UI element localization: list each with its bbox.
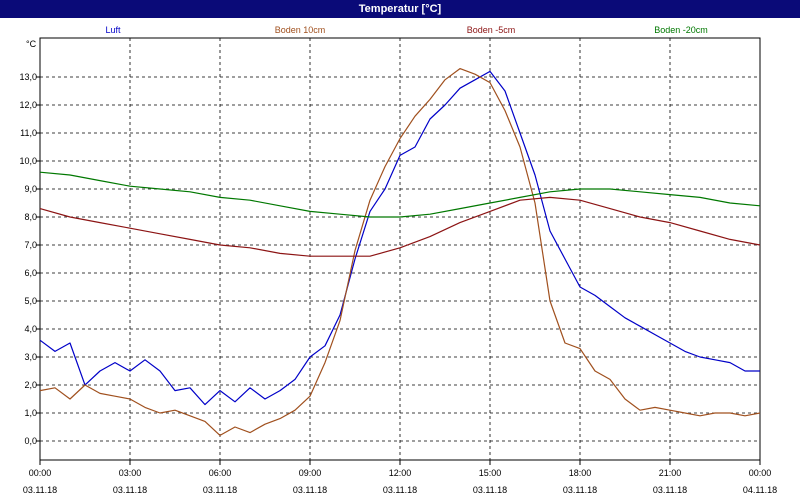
y-tick-label: 3,0 [24,352,37,362]
y-tick-label: 8,0 [24,212,37,222]
x-tick-date: 03.11.18 [23,485,57,495]
series-line [39,68,761,436]
x-tick-time: 00:00 [749,468,772,478]
x-tick-time: 18:00 [569,468,592,478]
x-tick-time: 12:00 [389,468,412,478]
x-tick-date: 04.11.18 [743,485,777,495]
series-line [39,171,761,218]
y-tick-label: 2,0 [24,380,37,390]
legend: Luft Boden 10cm Boden -5cm Boden -20cm [105,25,707,35]
x-tick-time: 09:00 [299,468,322,478]
legend-entry: Luft [105,25,121,35]
y-tick-label: 13,0 [19,72,37,82]
y-tick-label: 11,0 [20,128,37,138]
series-lines [39,68,761,436]
x-tick-time: 06:00 [209,468,232,478]
grid [39,37,761,461]
series-line [39,196,761,257]
x-tick-date: 03.11.18 [563,485,597,495]
x-tick-time: 03:00 [119,468,142,478]
legend-entry: Boden 10cm [275,25,326,35]
y-tick-label: 9,0 [24,184,37,194]
x-tick-date: 03.11.18 [383,485,417,495]
y-tick-label: 7,0 [24,240,37,250]
x-tick-date: 03.11.18 [653,485,687,495]
legend-entry: Boden -20cm [654,25,708,35]
x-tick-time: 00:00 [29,468,52,478]
x-tick-time: 15:00 [479,468,502,478]
x-tick-date: 03.11.18 [293,485,327,495]
x-tick-date: 03.11.18 [113,485,147,495]
y-tick-label: 6,0 [24,268,37,278]
legend-entry: Boden -5cm [467,25,516,35]
y-tick-label: 12,0 [19,100,37,110]
y-tick-label: 4,0 [24,324,37,334]
chart-title: Temperatur [°C] [0,0,800,18]
x-tick-date: 03.11.18 [473,485,507,495]
y-tick-label: 1,0 [24,408,37,418]
axes: 0,0 1,0 2,0 3,0 4,0 5,0 6,0 7,0 8,0 9,0 10,0 11,0 12… [19,39,777,495]
y-axis-unit: °C [26,39,37,49]
x-tick-date: 03.11.18 [203,485,237,495]
series-line [39,70,760,406]
y-tick-label: 10,0 [19,156,37,166]
y-tick-label: 5,0 [24,296,37,306]
y-tick-label: 0,0 [24,436,37,446]
x-tick-time: 21:00 [659,468,682,478]
